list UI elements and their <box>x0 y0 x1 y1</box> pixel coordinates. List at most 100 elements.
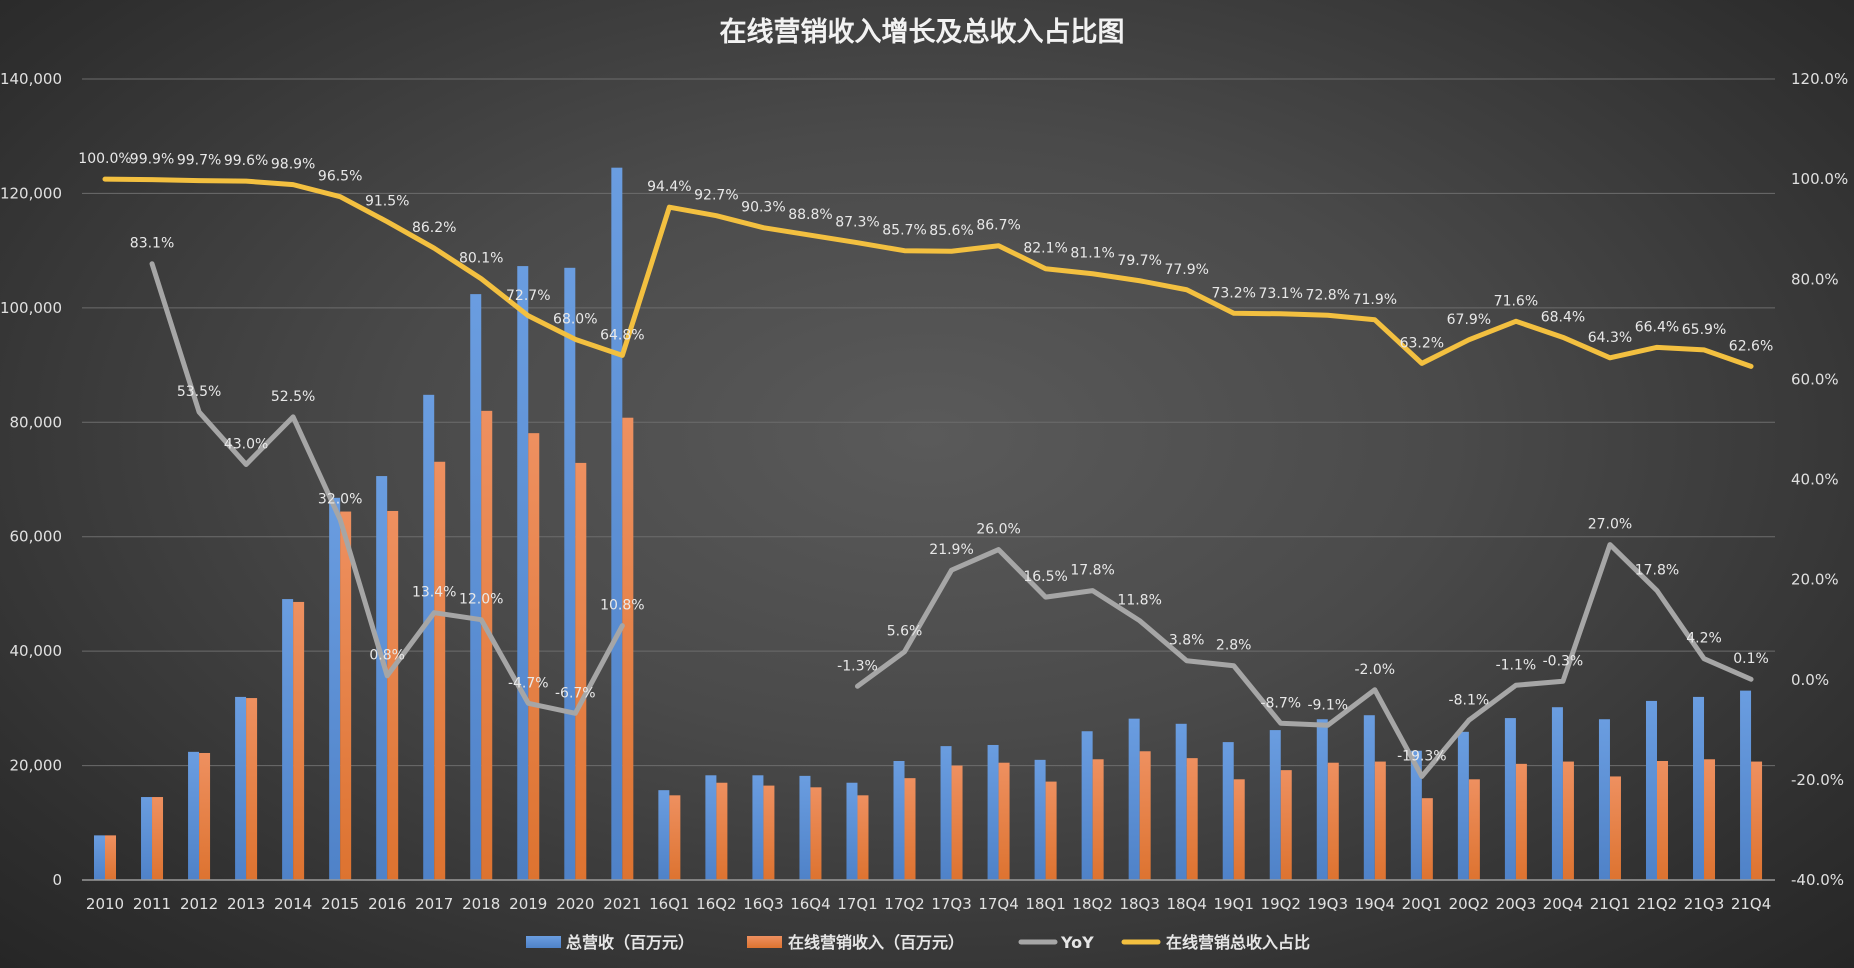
yoy-data-label: 10.8% <box>600 598 644 614</box>
x-axis-tick-label: 2019 <box>509 895 547 913</box>
yoy-data-label: -1.3% <box>837 658 878 674</box>
online-share-data-label: 100.0% <box>78 151 131 167</box>
yoy-data-label: -1.1% <box>1496 657 1537 673</box>
online-marketing-revenue-bar <box>1656 760 1668 880</box>
lines <box>102 176 1754 779</box>
yoy-data-label: -4.7% <box>508 675 549 691</box>
online-marketing-revenue-bar <box>1704 759 1716 880</box>
x-axis-tick-label: 2020 <box>556 895 594 913</box>
yoy-line <box>854 542 1754 779</box>
online-marketing-revenue-bar <box>575 462 587 880</box>
online-marketing-revenue-bar <box>763 785 775 880</box>
total-revenue-bar <box>235 696 247 880</box>
x-axis-tick-label: 18Q4 <box>1166 895 1206 913</box>
online-share-data-label: 71.6% <box>1494 293 1538 309</box>
online-share-data-label: 68.0% <box>553 311 597 327</box>
online-marketing-revenue-bar <box>904 778 916 880</box>
x-axis-tick-label: 21Q4 <box>1731 895 1771 913</box>
yoy-data-label: 0.8% <box>369 648 405 664</box>
axes: 0 20,000 40,000 60,000 80,000 100,000 120,000 1… <box>0 70 1848 913</box>
left-axis-tick-label: 140,000 <box>0 70 62 88</box>
left-axis-tick-label: 120,000 <box>0 184 62 202</box>
total-revenue-bar <box>752 775 764 880</box>
total-revenue-bar <box>611 167 623 881</box>
online-share-data-label: 99.9% <box>130 152 174 168</box>
online-marketing-revenue-bar <box>857 795 869 880</box>
online-marketing-revenue-bar <box>1421 798 1433 880</box>
yoy-data-label: -8.7% <box>1260 695 1301 711</box>
online-share-data-label: 90.3% <box>741 200 785 216</box>
yoy-data-label: 0.1% <box>1733 651 1769 667</box>
yoy-data-label: 13.4% <box>412 585 456 601</box>
legend-label-total-revenue: 总营收（百万元） <box>566 933 694 952</box>
x-axis-tick-label: 2015 <box>321 895 359 913</box>
online-marketing-revenue-bar <box>951 765 963 880</box>
yoy-data-label: 27.0% <box>1588 517 1632 533</box>
total-revenue-bar <box>141 797 153 880</box>
total-revenue-bar <box>94 835 105 880</box>
online-marketing-revenue-bar <box>199 752 211 880</box>
online-share-data-label: 79.7% <box>1117 253 1161 269</box>
x-axis-tick-label: 2011 <box>133 895 171 913</box>
online-share-data-label: 77.9% <box>1164 262 1208 278</box>
total-revenue-bar <box>1551 707 1563 880</box>
online-share-data-label: 92.7% <box>694 188 738 204</box>
x-axis-tick-label: 21Q2 <box>1637 895 1677 913</box>
online-share-data-label: 62.6% <box>1729 338 1773 354</box>
bars <box>94 167 1763 881</box>
online-marketing-revenue-bar <box>293 601 305 880</box>
yoy-data-label: 12.0% <box>459 592 503 608</box>
x-axis-tick-label: 2010 <box>86 895 124 913</box>
total-revenue-bar <box>564 267 576 880</box>
yoy-data-label: 17.8% <box>1635 563 1679 579</box>
online-marketing-revenue-bar <box>105 835 116 880</box>
x-axis-tick-label: 2014 <box>274 895 312 913</box>
online-share-data-label: 63.2% <box>1400 335 1444 351</box>
x-axis-tick-label: 19Q1 <box>1214 895 1254 913</box>
total-revenue-bar <box>376 476 388 880</box>
total-revenue-bar <box>423 394 435 880</box>
right-axis-tick-label: 80.0% <box>1791 270 1839 288</box>
left-axis-tick-label: 60,000 <box>10 528 63 546</box>
right-axis-tick-label: 40.0% <box>1791 471 1839 489</box>
yoy-data-label: 4.2% <box>1686 631 1722 647</box>
total-revenue-bar <box>846 782 858 880</box>
online-share-data-label: 96.5% <box>318 169 362 185</box>
online-marketing-revenue-bar <box>1751 761 1763 880</box>
x-axis-tick-label: 16Q1 <box>649 895 689 913</box>
yoy-data-label: 3.8% <box>1169 633 1205 649</box>
x-axis-tick-label: 19Q2 <box>1261 895 1301 913</box>
right-axis-tick-label: 100.0% <box>1791 170 1848 188</box>
online-marketing-revenue-bar <box>246 698 258 880</box>
x-axis-tick-label: 19Q3 <box>1308 895 1348 913</box>
x-axis-tick-label: 2016 <box>368 895 406 913</box>
x-axis-tick-label: 16Q3 <box>743 895 783 913</box>
left-axis-tick-label: 0 <box>52 871 62 889</box>
total-revenue-bar <box>1457 731 1469 880</box>
total-revenue-bar <box>1081 731 1093 880</box>
total-revenue-bar <box>470 294 482 880</box>
yoy-data-label: -19.3% <box>1397 748 1447 764</box>
x-axis-tick-label: 19Q4 <box>1355 895 1395 913</box>
yoy-data-label: 26.0% <box>976 522 1020 538</box>
yoy-data-label: 2.8% <box>1216 638 1252 654</box>
online-marketing-revenue-bar <box>716 782 728 880</box>
online-marketing-revenue-bar <box>669 795 681 880</box>
online-share-data-label: 88.8% <box>788 207 832 223</box>
x-axis-tick-label: 17Q4 <box>978 895 1018 913</box>
total-revenue-bar <box>517 266 529 881</box>
total-revenue-bar <box>1504 718 1516 880</box>
right-axis-tick-label: 20.0% <box>1791 571 1839 589</box>
online-marketing-revenue-bar <box>1045 781 1057 880</box>
online-share-data-label: 66.4% <box>1635 319 1679 335</box>
gridlines <box>82 78 1775 767</box>
yoy-data-label: 11.8% <box>1117 593 1161 609</box>
online-share-data-label: 85.6% <box>929 223 973 239</box>
online-share-data-label: 64.8% <box>600 327 644 343</box>
x-axis-tick-label: 2013 <box>227 895 265 913</box>
left-axis-tick-label: 40,000 <box>10 642 63 660</box>
online-marketing-revenue-bar <box>1562 761 1574 880</box>
online-share-data-label: 67.9% <box>1447 312 1491 328</box>
online-marketing-revenue-bar <box>528 433 540 880</box>
